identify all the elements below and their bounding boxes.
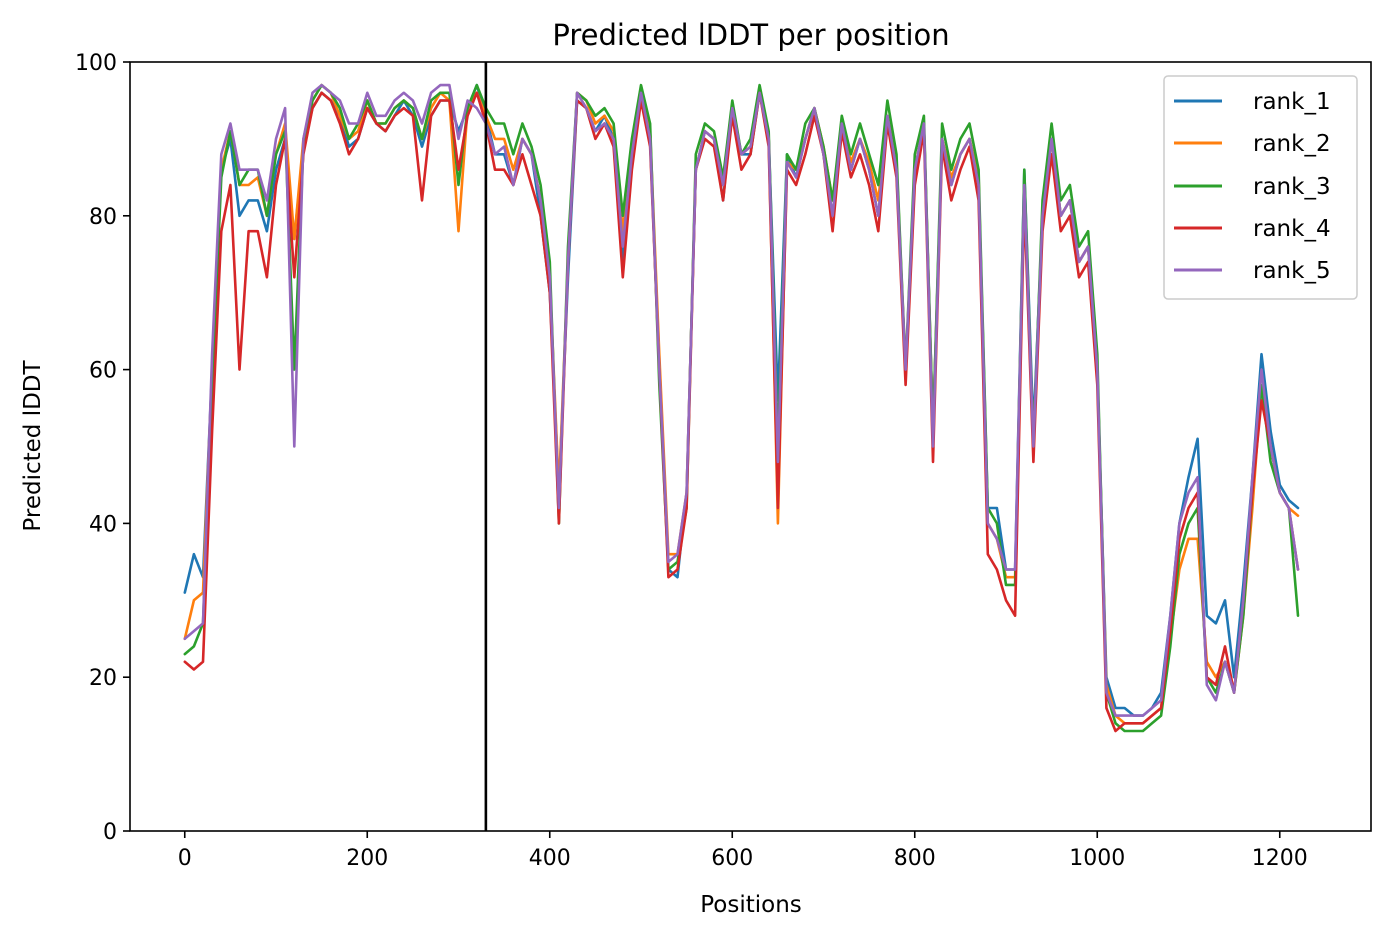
chart-title: Predicted lDDT per position [552,18,949,52]
y-tick-label: 20 [89,666,117,691]
x-axis-label: Positions [700,892,802,918]
x-tick-label: 400 [529,846,571,871]
y-tick-label: 60 [89,359,117,384]
x-tick-label: 0 [178,846,192,871]
x-tick-label: 200 [346,846,388,871]
legend-label-rank-4: rank_4 [1253,216,1331,242]
axes [129,61,1372,832]
x-tick-group: 0 200 400 600 800 1000 1200 [178,831,1308,871]
series-line-rank-5 [183,83,1300,717]
x-tick-label: 800 [894,846,936,871]
axes-frame [129,61,1372,832]
legend-label-rank-1: rank_1 [1253,89,1331,115]
legend-label-rank-3: rank_3 [1253,174,1331,200]
x-tick-label: 1200 [1252,846,1308,871]
y-axis-label: Predicted lDDT [20,359,46,531]
legend-label-rank-2: rank_2 [1253,131,1331,157]
x-tick-label: 1000 [1069,846,1125,871]
y-tick-group: 0 20 40 60 80 100 [75,51,130,845]
series-line-rank-4 [183,91,1300,733]
y-tick-label: 0 [103,820,117,845]
x-tick-label: 600 [711,846,753,871]
legend-label-rank-5: rank_5 [1253,258,1331,284]
legend-box [1163,75,1358,300]
legend: rank_1 rank_2 rank_3 rank_4 rank_5 [1163,75,1358,300]
plot-area [183,62,1300,831]
y-tick-label: 80 [89,205,117,230]
y-tick-label: 40 [89,512,117,537]
y-tick-label: 100 [75,51,117,76]
